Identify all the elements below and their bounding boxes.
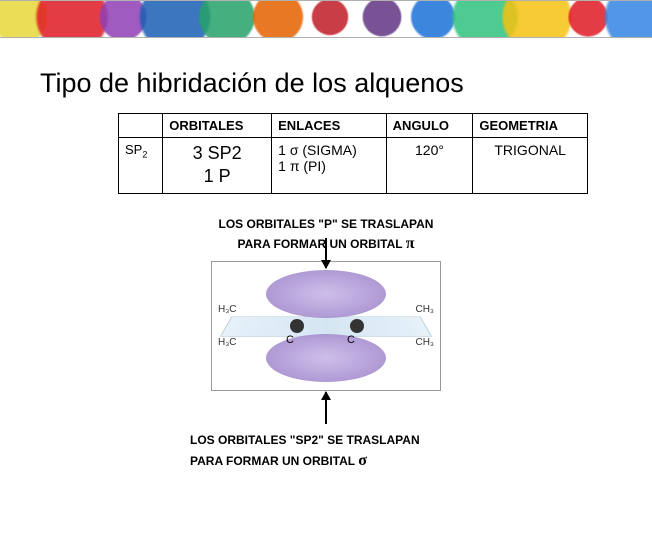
orbitales-line2: 1 P — [204, 166, 231, 186]
methyl-label-tl: H₃C — [218, 304, 237, 315]
th-angulo: ANGULO — [386, 114, 473, 138]
cell-label: SP2 — [119, 138, 163, 194]
sigma-symbol: σ — [358, 452, 367, 469]
caption-top-line1: LOS ORBITALES "P" SE TRASLAPAN — [219, 217, 434, 231]
arrow-bottom-icon — [325, 392, 327, 424]
enlaces-line2: 1 π (PI) — [278, 158, 326, 174]
th-enlaces: ENLACES — [272, 114, 387, 138]
caption-bot-line1: LOS ORBITALES "SP2" SE TRASLAPAN — [190, 433, 420, 447]
caption-bottom: LOS ORBITALES "SP2" SE TRASLAPAN PARA FO… — [190, 431, 652, 473]
methyl-label-br: CH₃ — [415, 337, 434, 348]
page-title: Tipo de hibridación de los alquenos — [40, 68, 652, 99]
header-splash-banner — [0, 0, 652, 38]
cell-angulo: 120° — [386, 138, 473, 194]
methyl-label-tr: CH₃ — [415, 304, 434, 315]
cell-orbitales: 3 SP2 1 P — [163, 138, 272, 194]
carbon-label-2: C — [347, 334, 355, 346]
th-blank — [119, 114, 163, 138]
cell-enlaces: 1 σ (SIGMA) 1 π (PI) — [272, 138, 387, 194]
caption-top-line2-pre: PARA FORMAR UN ORBITAL — [238, 237, 406, 251]
table-header-row: ORBITALES ENLACES ANGULO GEOMETRIA — [119, 114, 588, 138]
caption-bot-line2-pre: PARA FORMAR UN ORBITAL — [190, 454, 358, 468]
th-geometria: GEOMETRIA — [473, 114, 588, 138]
arrow-top-icon — [325, 238, 327, 268]
th-orbitales: ORBITALES — [163, 114, 272, 138]
table-row: SP2 3 SP2 1 P 1 σ (SIGMA) 1 π (PI) 120° … — [119, 138, 588, 194]
enlaces-line1: 1 σ (SIGMA) — [278, 142, 357, 158]
methyl-label-bl: H₃C — [218, 337, 237, 348]
p-orbital-bottom — [266, 334, 386, 382]
carbon-atom-2 — [350, 319, 364, 333]
cell-geometria: TRIGONAL — [473, 138, 588, 194]
carbon-label-1: C — [286, 334, 294, 346]
pi-symbol: π — [406, 235, 415, 252]
hybridization-table: ORBITALES ENLACES ANGULO GEOMETRIA SP2 3… — [118, 113, 588, 194]
orbital-diagram: C C H₃C CH₃ H₃C CH₃ — [211, 261, 441, 391]
carbon-atom-1 — [290, 319, 304, 333]
orbitales-line1: 3 SP2 — [193, 143, 242, 163]
p-orbital-top — [266, 270, 386, 318]
